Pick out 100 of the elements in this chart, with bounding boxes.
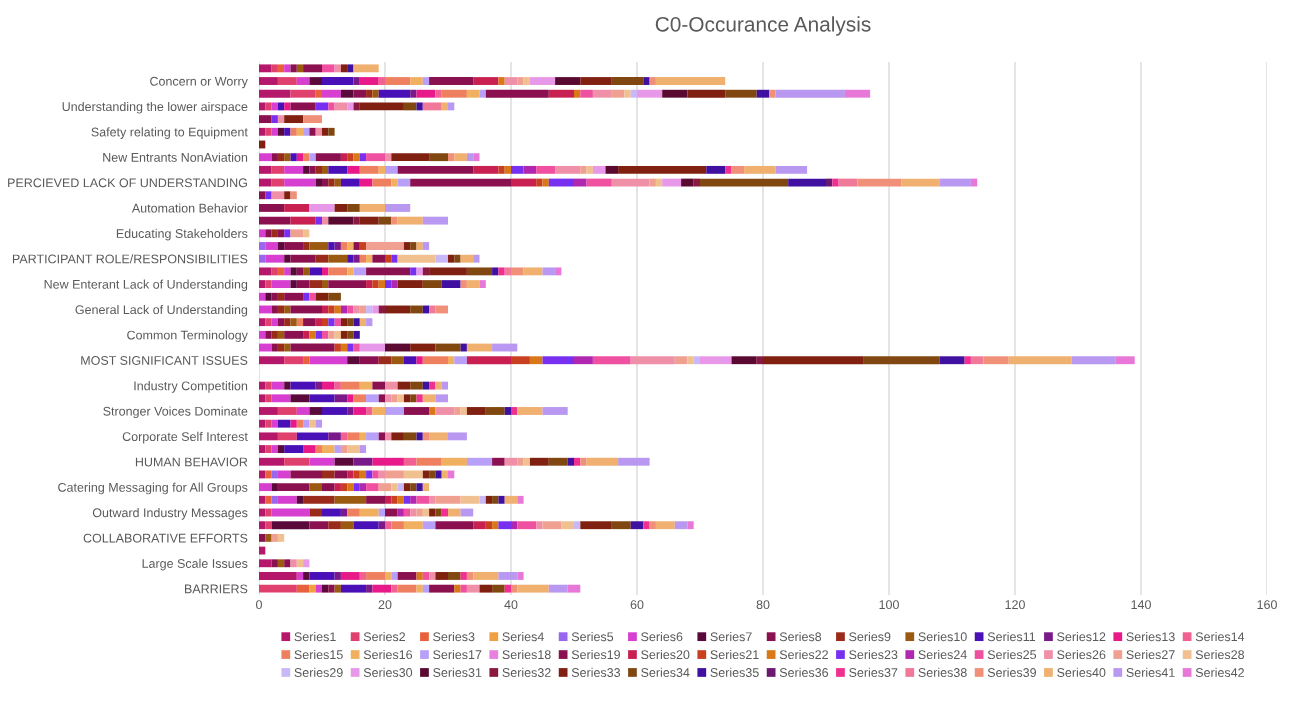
bar: [334, 64, 341, 73]
bar: [391, 254, 398, 263]
bar: [403, 407, 430, 415]
bar: [662, 89, 688, 98]
bar: [322, 267, 329, 276]
bar: [422, 267, 430, 276]
bar: [259, 521, 266, 530]
bar: [366, 89, 373, 98]
bar: [303, 330, 310, 339]
legend-label: Series6: [641, 631, 683, 642]
bar: [309, 165, 316, 174]
bar: [378, 521, 385, 530]
bar: [347, 305, 354, 314]
bar: [277, 267, 285, 276]
bar: [422, 483, 430, 492]
bar: [479, 89, 486, 98]
bar: [504, 457, 518, 466]
bar: [397, 584, 417, 593]
bar: [284, 204, 310, 212]
bar: [328, 267, 348, 276]
bar: [366, 242, 404, 250]
bar: [586, 457, 619, 466]
bar: [422, 216, 448, 225]
bar: [435, 381, 442, 390]
bar: [315, 153, 341, 162]
bar: [605, 165, 619, 174]
bar: [347, 254, 354, 263]
bar: [939, 178, 971, 187]
bar: [271, 495, 278, 504]
bar: [303, 242, 310, 250]
bar: [334, 483, 341, 492]
bar: [284, 318, 291, 327]
bar: [359, 102, 404, 111]
bar: [265, 419, 272, 428]
bar: [775, 89, 845, 98]
bar: [347, 432, 360, 441]
bar: [391, 356, 404, 365]
bar: [265, 280, 272, 289]
bar: [271, 318, 278, 327]
bar: [328, 216, 354, 225]
bar: [366, 432, 379, 441]
bar: [378, 356, 392, 365]
bar: [574, 457, 581, 466]
y-tick-label: Industry Competition: [134, 381, 248, 393]
legend-label: Series42: [1195, 667, 1244, 677]
bar: [655, 77, 726, 85]
bar: [523, 267, 543, 276]
bar: [448, 432, 467, 441]
bar: [630, 356, 675, 365]
bar: [674, 356, 688, 365]
bar: [410, 305, 423, 314]
bar: [259, 153, 272, 162]
bar: [322, 381, 335, 390]
bar: [429, 495, 436, 504]
bar: [309, 242, 329, 250]
bar: [592, 356, 631, 365]
x-tick-label: 120: [1005, 600, 1025, 610]
bar: [473, 521, 486, 530]
bar: [309, 508, 322, 517]
bar: [970, 356, 984, 365]
legend-label: Series25: [987, 649, 1037, 660]
bar: [429, 584, 455, 593]
bar: [296, 318, 304, 327]
bar: [353, 89, 367, 98]
bar: [271, 419, 278, 428]
bar: [441, 89, 467, 98]
bar: [542, 356, 574, 365]
bar: [410, 381, 423, 390]
bar: [284, 242, 304, 250]
y-tick-label: HUMAN BEHAVIOR: [135, 457, 248, 467]
bar: [391, 483, 398, 492]
bar: [366, 267, 411, 276]
bar: [403, 457, 417, 466]
bar: [328, 305, 335, 314]
bar: [315, 330, 322, 339]
bar: [359, 445, 367, 453]
bar: [391, 153, 430, 162]
bar: [649, 77, 656, 85]
bar: [422, 432, 430, 441]
bar: [542, 407, 568, 415]
bar: [334, 242, 341, 250]
bar: [410, 242, 417, 250]
bar: [511, 267, 524, 276]
bar: [454, 153, 467, 162]
bar: [498, 77, 505, 85]
bar: [586, 165, 593, 174]
bar: [271, 394, 291, 403]
bar: [385, 432, 392, 441]
bar: [618, 457, 650, 466]
bar: [277, 330, 285, 339]
bar: [328, 521, 341, 530]
bar: [353, 216, 360, 225]
bar: [580, 165, 587, 174]
legend-label: Series28: [1195, 649, 1245, 660]
bar: [517, 521, 537, 530]
bar: [315, 216, 322, 225]
bar: [259, 178, 272, 187]
bar: [322, 127, 329, 136]
bar: [511, 356, 530, 365]
bar: [422, 521, 436, 530]
